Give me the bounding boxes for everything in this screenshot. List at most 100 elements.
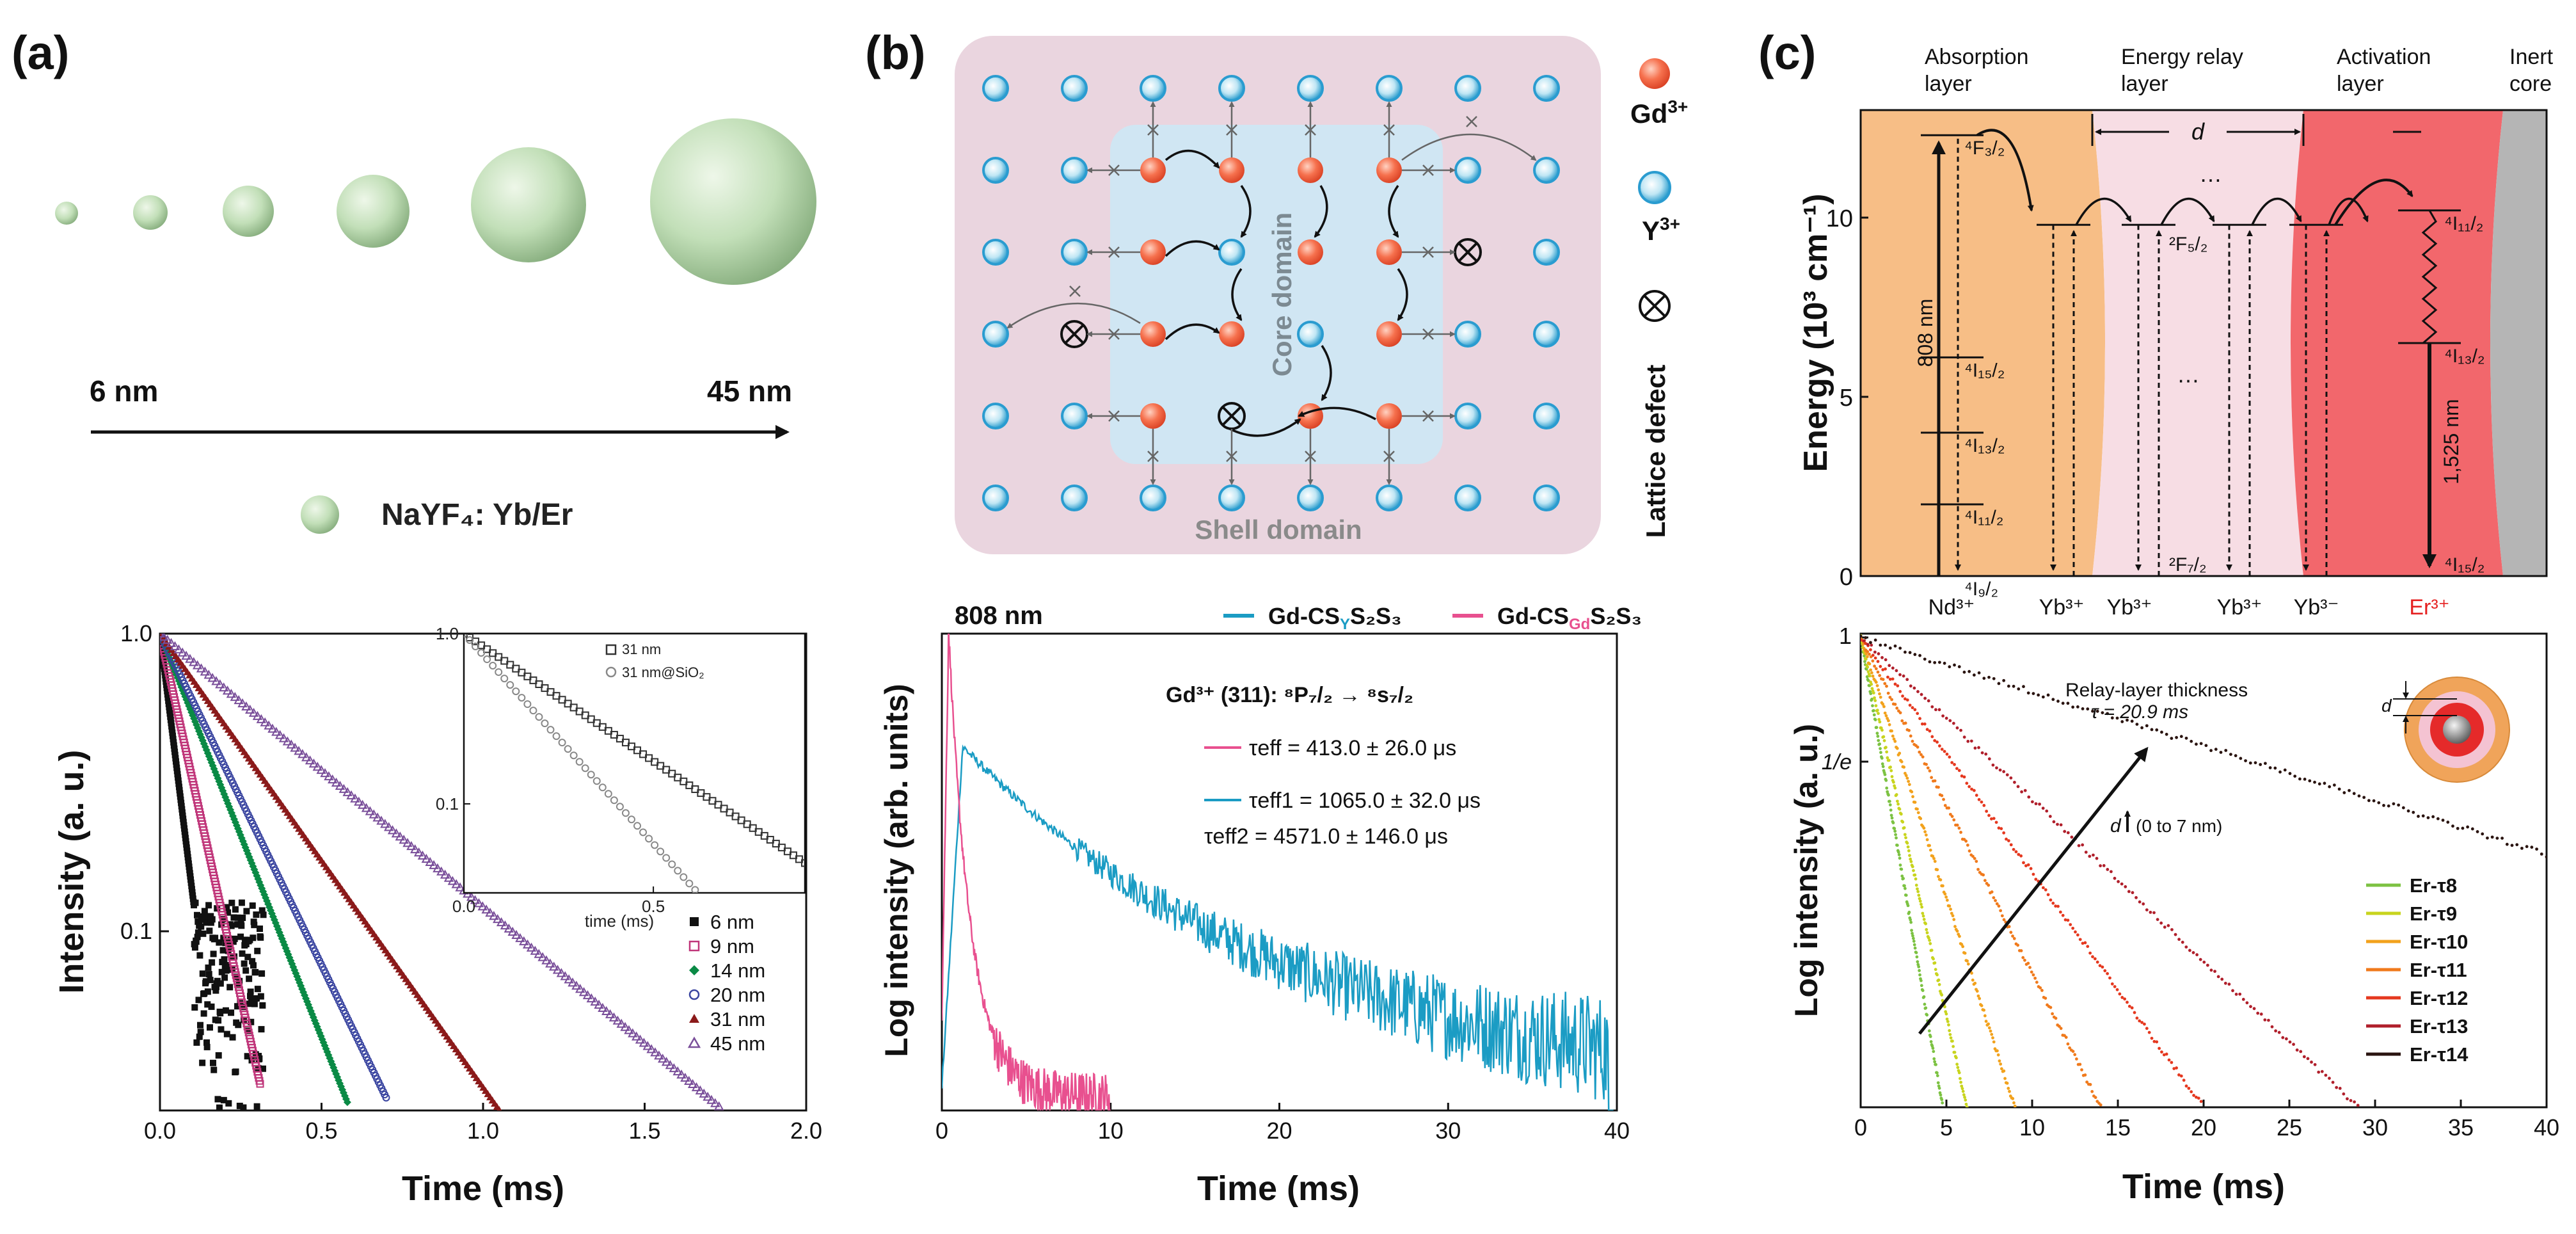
data-point [1992, 677, 1996, 680]
data-point [1934, 708, 1937, 712]
data-point [2466, 825, 2470, 829]
y-ion [1533, 403, 1560, 429]
data-point [203, 919, 210, 926]
data-point [1942, 797, 1945, 801]
data-point [1925, 1013, 1929, 1017]
data-point [207, 673, 218, 682]
data-point [1937, 661, 1941, 664]
x-tick-label: 15 [2105, 1114, 2131, 1141]
activation-label-2: layer [2337, 72, 2384, 96]
data-point [2085, 1080, 2089, 1084]
legend-label: 20 nm [710, 984, 765, 1006]
data-point [2190, 739, 2193, 743]
data-point [2013, 1104, 2017, 1107]
data-point [1921, 722, 1924, 726]
legend-marker [605, 644, 617, 655]
data-point [1975, 990, 1979, 993]
data-point [1918, 969, 1921, 972]
tau-eff2-y: τeff2 = 4571.0 ± 146.0 μs [1204, 824, 1448, 849]
data-point [2293, 774, 2297, 778]
energy-transfer-arrow [1397, 268, 1408, 321]
data-point [1902, 765, 1906, 769]
data-point [1948, 812, 1952, 816]
data-point [1887, 793, 1890, 797]
data-point [1893, 739, 1897, 743]
data-point [2061, 913, 2065, 917]
data-point [485, 908, 495, 917]
nanoparticle-31nm [471, 147, 586, 262]
data-point [1913, 708, 1917, 712]
data-point [203, 1039, 211, 1046]
data-point [2535, 847, 2538, 851]
data-point [1990, 1032, 1994, 1036]
data-point [1888, 677, 1892, 681]
x-tick-label: 40 [2534, 1114, 2559, 1141]
data-point [192, 899, 199, 906]
data-point [342, 787, 353, 796]
data-point [2412, 810, 2415, 814]
energy-transfer-arrow [1314, 185, 1328, 238]
data-point [590, 996, 600, 1006]
y-ion [1533, 485, 1560, 511]
data-point [221, 956, 228, 963]
yb-to-er-transfer [2334, 179, 2413, 226]
data-point [199, 1059, 206, 1066]
data-point [1902, 674, 1905, 678]
data-point [399, 835, 409, 844]
data-point [256, 1055, 263, 1062]
data-point [1895, 746, 1899, 750]
legend-marker [690, 917, 699, 926]
inset-data-point [472, 643, 480, 651]
data-point [466, 892, 477, 901]
energy-transfer-arrow [1165, 323, 1220, 341]
data-point [1916, 887, 1919, 891]
data-point [1866, 665, 1870, 669]
gd-ion-label: Gd3+ [1630, 97, 1688, 129]
data-point [1998, 768, 2002, 772]
data-point [2387, 804, 2390, 808]
inset-data-point [506, 661, 514, 669]
data-point [241, 960, 248, 967]
data-point [331, 777, 342, 787]
data-point [166, 637, 177, 647]
data-point [1873, 696, 1876, 700]
inset-data-point [621, 809, 630, 817]
lattice-defect-icon [1639, 290, 1671, 322]
data-point [1865, 675, 1869, 678]
data-point [2320, 1070, 2324, 1073]
data-point [207, 977, 214, 984]
data-point [198, 923, 205, 930]
data-point [526, 942, 537, 952]
data-point [1890, 729, 1893, 733]
data-point [1992, 817, 1996, 821]
data-point [406, 841, 417, 851]
data-point [410, 844, 420, 854]
inset-data-point [645, 835, 653, 843]
data-point [2229, 753, 2232, 757]
data-point [2165, 1052, 2168, 1056]
data-point [1873, 638, 1877, 642]
data-point [1886, 719, 1890, 723]
data-point [2273, 766, 2277, 770]
data-point [1893, 827, 1896, 830]
data-point [1916, 890, 1920, 893]
data-point [1883, 773, 1887, 776]
chart-c-ylabel: Log intensity (a. u.) [1788, 724, 1824, 1017]
data-point [2441, 819, 2445, 822]
data-point [1902, 826, 1906, 829]
inset-data-point [558, 739, 566, 747]
data-point [2223, 981, 2227, 985]
data-point [249, 902, 256, 909]
data-point [239, 914, 246, 921]
data-point [2239, 757, 2243, 760]
data-point [2086, 945, 2090, 949]
data-point [564, 974, 574, 984]
data-point [1933, 860, 1937, 863]
y-tick-label: 1.0 [120, 620, 152, 646]
inset-data-point [680, 873, 688, 881]
data-point [665, 1060, 676, 1070]
data-point [2162, 1053, 2166, 1057]
data-point [1916, 690, 1920, 693]
data-point [2059, 1027, 2063, 1030]
legend-label: Er-τ11 [2410, 959, 2467, 981]
